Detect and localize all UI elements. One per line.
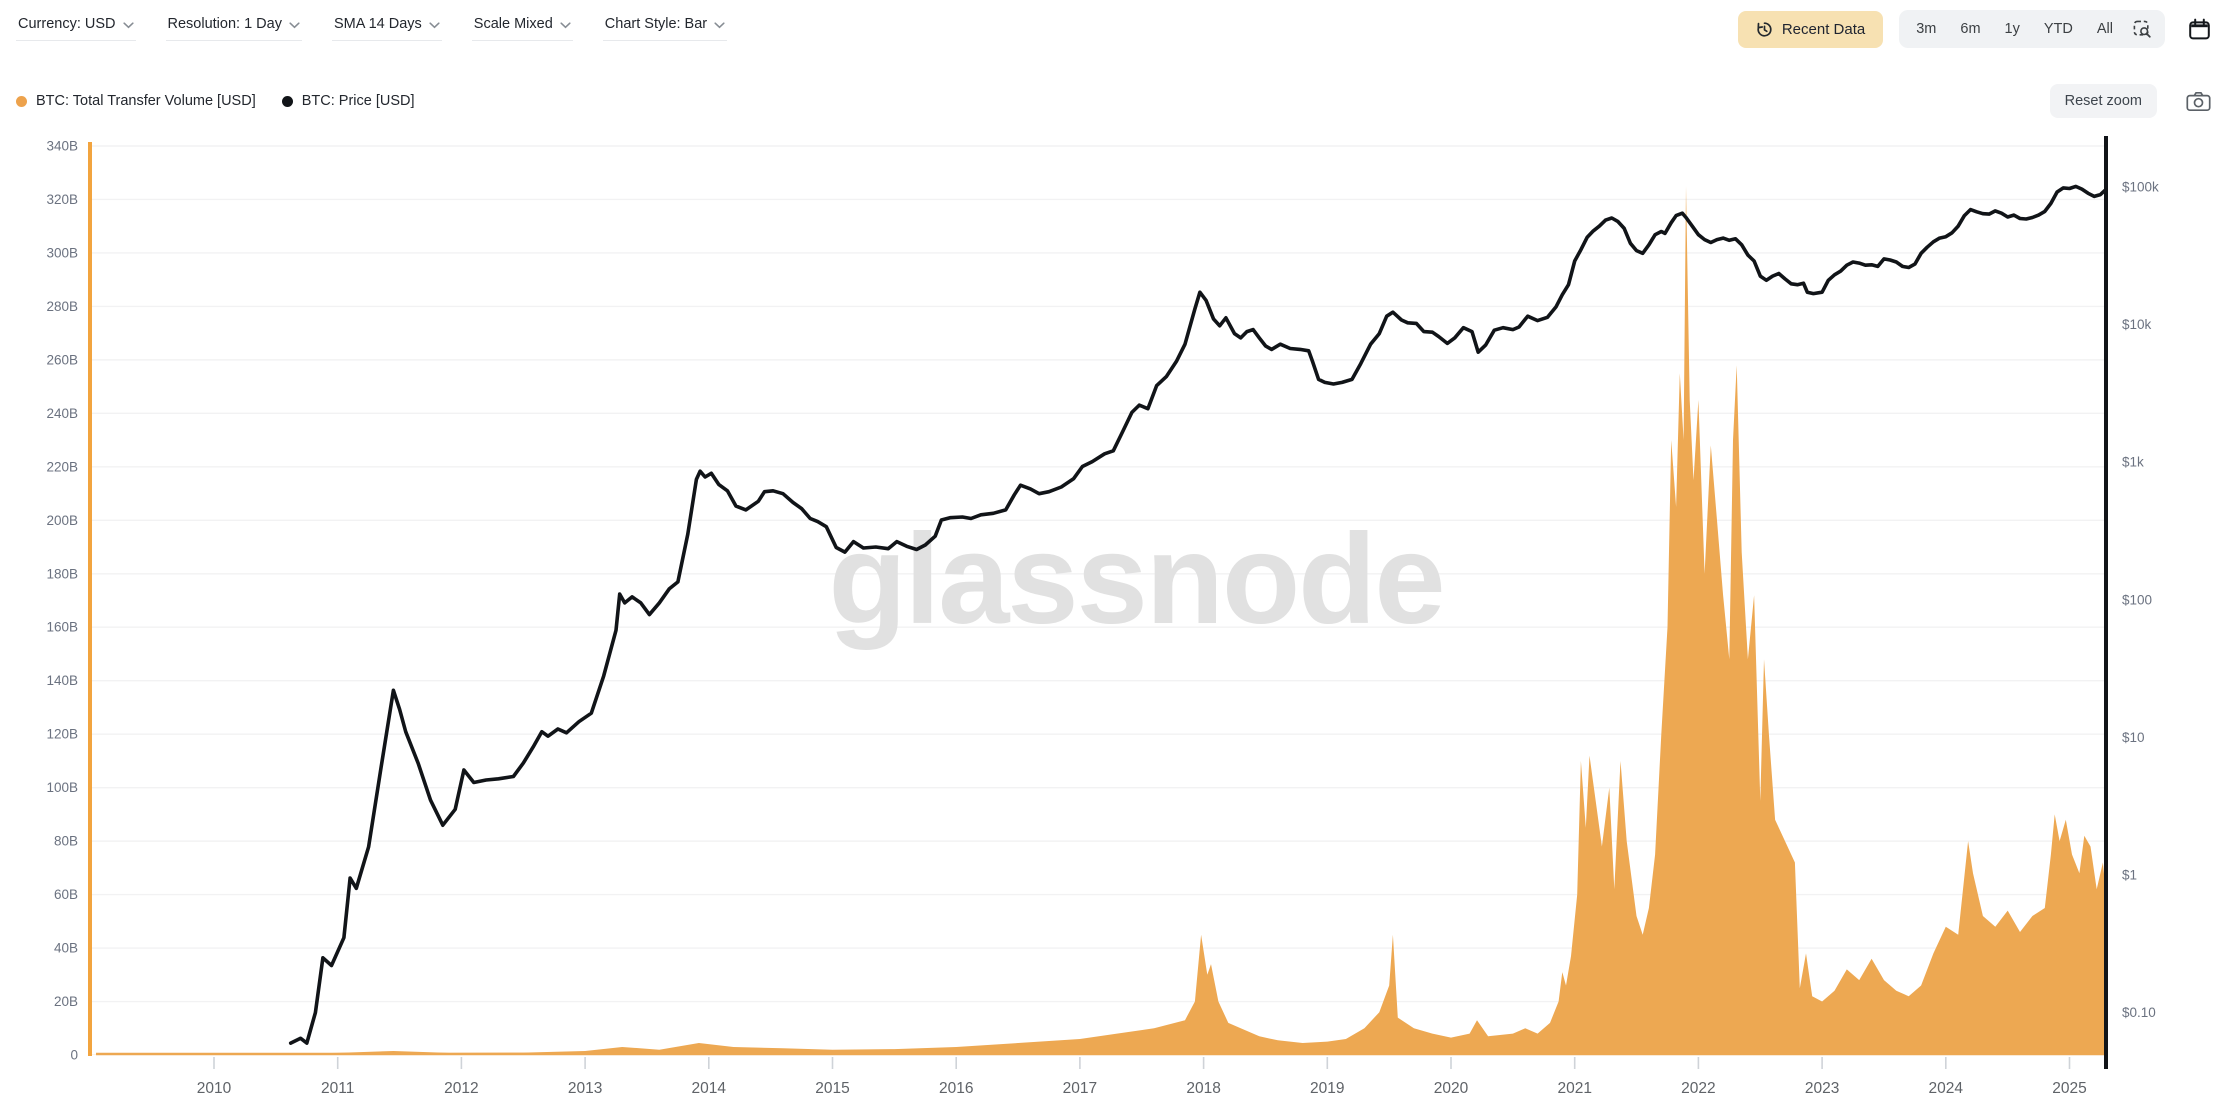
series-legend: BTC: Total Transfer Volume [USD] BTC: Pr… <box>16 93 415 109</box>
chevron-down-icon <box>289 21 300 29</box>
sma-dropdown-label: SMA 14 Days <box>333 16 422 32</box>
volume-area-series <box>90 186 2106 1056</box>
svg-text:340B: 340B <box>46 139 78 154</box>
camera-icon <box>2186 91 2211 112</box>
scale-dropdown-label: Scale Mixed <box>473 16 553 32</box>
chevron-down-icon <box>122 21 134 29</box>
chart-setting-dropdowns: Currency: USD Resolution: 1 Day SMA 14 D… <box>16 10 728 41</box>
range-button-6m[interactable]: 6m <box>1949 14 1991 44</box>
resolution-dropdown[interactable]: Resolution: 1 Day <box>165 14 302 41</box>
price-series-dot <box>281 95 293 107</box>
svg-text:160B: 160B <box>46 620 78 635</box>
legend-item-price[interactable]: BTC: Price [USD] <box>281 93 415 109</box>
svg-text:240B: 240B <box>46 406 78 421</box>
svg-text:$1k: $1k <box>2122 455 2144 470</box>
svg-text:20B: 20B <box>54 994 78 1009</box>
calendar-button[interactable] <box>2181 11 2218 47</box>
price-series-label: BTC: Price [USD] <box>301 93 415 109</box>
range-button-ytd[interactable]: YTD <box>2033 14 2084 44</box>
svg-text:$10: $10 <box>2122 730 2145 745</box>
svg-text:$0.10: $0.10 <box>2122 1005 2156 1020</box>
legend-right-controls: Reset zoom <box>2049 84 2218 118</box>
svg-text:2017: 2017 <box>1063 1080 1097 1097</box>
svg-text:2018: 2018 <box>1186 1080 1220 1097</box>
calendar-icon <box>2188 18 2211 41</box>
svg-text:280B: 280B <box>46 299 78 314</box>
scale-dropdown[interactable]: Scale Mixed <box>471 14 573 41</box>
watermark: glassnode <box>828 508 1445 651</box>
svg-text:2019: 2019 <box>1310 1080 1344 1097</box>
svg-text:2013: 2013 <box>568 1080 602 1097</box>
range-button-3m[interactable]: 3m <box>1905 14 1947 44</box>
svg-text:$10k: $10k <box>2122 317 2152 332</box>
legend-item-volume[interactable]: BTC: Total Transfer Volume [USD] <box>16 93 256 109</box>
recent-data-label: Recent Data <box>1781 20 1866 38</box>
svg-text:2020: 2020 <box>1434 1080 1469 1097</box>
svg-text:2015: 2015 <box>815 1080 849 1097</box>
history-clock-icon <box>1756 21 1773 38</box>
chevron-down-icon <box>429 21 440 29</box>
svg-text:2022: 2022 <box>1681 1080 1715 1097</box>
currency-dropdown-label: Currency: USD <box>18 16 116 32</box>
svg-text:60B: 60B <box>54 887 78 902</box>
zoom-area-icon <box>2133 20 2152 39</box>
svg-text:300B: 300B <box>46 245 78 260</box>
right-axis: $100k $10k $1k $100 $10 $1 $0.10 <box>2104 136 2159 1069</box>
svg-text:140B: 140B <box>46 673 78 688</box>
svg-text:2012: 2012 <box>444 1080 478 1097</box>
legend-bar: BTC: Total Transfer Volume [USD] BTC: Pr… <box>16 84 2218 118</box>
chart-canvas[interactable]: glassnode 0 20B 40B 60B 80B 100B 120B 140B 160B 18… <box>0 96 2232 1106</box>
svg-text:80B: 80B <box>54 834 78 849</box>
reset-zoom-button[interactable]: Reset zoom <box>2049 84 2157 118</box>
chart-style-dropdown[interactable]: Chart Style: Bar <box>602 14 728 41</box>
svg-text:100B: 100B <box>46 780 78 795</box>
svg-text:$100k: $100k <box>2122 180 2159 195</box>
resolution-dropdown-label: Resolution: 1 Day <box>167 16 282 32</box>
time-range-group: 3m 6m 1y YTD All <box>1899 10 2165 48</box>
price-line-series <box>288 181 2108 1045</box>
svg-text:$100: $100 <box>2122 592 2152 607</box>
svg-text:0: 0 <box>70 1048 78 1063</box>
svg-text:220B: 220B <box>46 459 78 474</box>
sma-dropdown[interactable]: SMA 14 Days <box>331 14 442 41</box>
svg-text:2016: 2016 <box>939 1080 973 1097</box>
svg-text:2021: 2021 <box>1557 1080 1591 1097</box>
screenshot-button[interactable] <box>2179 86 2218 117</box>
left-axis: 0 20B 40B 60B 80B 100B 120B 140B 160B 180B 200B 220… <box>46 139 92 1063</box>
svg-text:2024: 2024 <box>1929 1080 1964 1097</box>
svg-text:2011: 2011 <box>321 1080 354 1097</box>
chart-style-dropdown-label: Chart Style: Bar <box>604 16 708 32</box>
toolbar-right-controls: Recent Data 3m 6m 1y YTD All <box>1737 10 2218 48</box>
chevron-down-icon <box>560 21 571 29</box>
svg-text:2025: 2025 <box>2052 1080 2086 1097</box>
glassnode-watermark: glassnode <box>828 508 1443 651</box>
zoom-selection-button[interactable] <box>2126 15 2159 44</box>
svg-text:40B: 40B <box>54 941 78 956</box>
svg-text:180B: 180B <box>46 566 78 581</box>
svg-text:2023: 2023 <box>1805 1080 1839 1097</box>
top-toolbar: Currency: USD Resolution: 1 Day SMA 14 D… <box>16 10 2218 48</box>
volume-series-label: BTC: Total Transfer Volume [USD] <box>36 93 256 109</box>
x-axis: 2010 2011 2012 2013 2014 2015 2016 2017 2018 2019… <box>197 1057 2087 1097</box>
svg-text:200B: 200B <box>46 513 78 528</box>
svg-text:2010: 2010 <box>197 1080 232 1097</box>
recent-data-button[interactable]: Recent Data <box>1737 10 1884 48</box>
range-button-all[interactable]: All <box>2086 14 2124 44</box>
chart-area: glassnode 0 20B 40B 60B 80B 100B 120B 140B 160B 18… <box>0 96 2232 1106</box>
chevron-down-icon <box>714 21 725 29</box>
svg-text:$1: $1 <box>2122 868 2137 883</box>
svg-text:320B: 320B <box>46 192 78 207</box>
svg-text:260B: 260B <box>46 352 78 367</box>
svg-text:120B: 120B <box>46 727 78 742</box>
currency-dropdown[interactable]: Currency: USD <box>16 14 136 41</box>
svg-text:2014: 2014 <box>692 1080 727 1097</box>
volume-series-dot <box>16 95 27 107</box>
range-button-1y[interactable]: 1y <box>1994 14 2031 44</box>
